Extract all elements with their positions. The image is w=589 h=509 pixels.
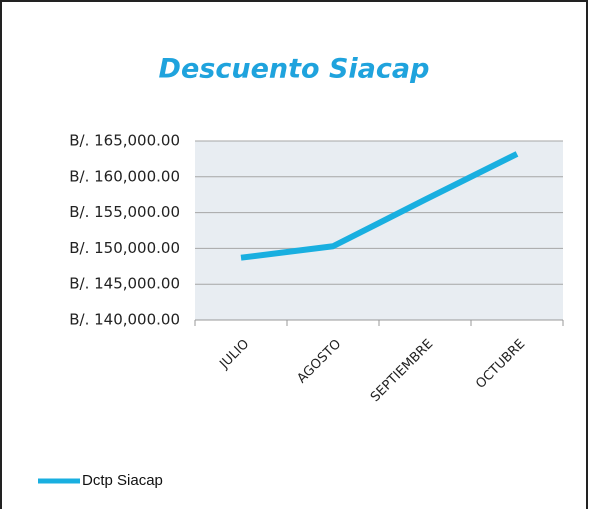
x-axis-ticks <box>194 320 564 326</box>
plot-area <box>195 141 563 320</box>
y-tick-label: B/. 160,000.00 <box>69 167 180 185</box>
y-tick-label: B/. 150,000.00 <box>69 239 180 257</box>
line-series <box>240 151 519 261</box>
y-tick-label: B/. 165,000.00 <box>69 132 180 150</box>
y-tick-label: B/. 145,000.00 <box>69 275 180 293</box>
chart-title: Descuento Siacap <box>159 54 430 85</box>
legend-label: Dctp Siacap <box>82 472 163 489</box>
y-tick-label: B/. 155,000.00 <box>69 203 180 221</box>
y-tick-label: B/. 140,000.00 <box>69 311 180 329</box>
